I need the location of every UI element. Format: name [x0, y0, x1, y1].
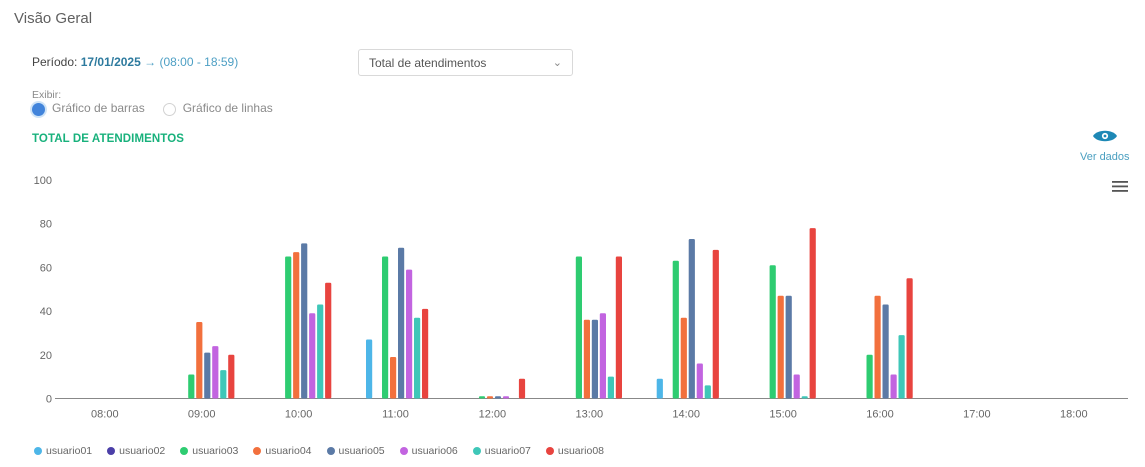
svg-text:10:00: 10:00 — [285, 409, 313, 421]
svg-text:08:00: 08:00 — [91, 409, 119, 421]
svg-text:13:00: 13:00 — [576, 409, 604, 421]
svg-text:17:00: 17:00 — [963, 409, 991, 421]
svg-text:18:00: 18:00 — [1060, 409, 1088, 421]
svg-text:60: 60 — [40, 262, 52, 274]
svg-text:14:00: 14:00 — [672, 409, 700, 421]
svg-text:0: 0 — [46, 394, 52, 406]
svg-text:100: 100 — [34, 175, 52, 187]
svg-text:09:00: 09:00 — [188, 409, 216, 421]
svg-text:80: 80 — [40, 219, 52, 231]
svg-text:12:00: 12:00 — [479, 409, 507, 421]
svg-text:20: 20 — [40, 350, 52, 362]
svg-text:11:00: 11:00 — [382, 409, 409, 421]
svg-text:40: 40 — [40, 306, 52, 318]
svg-text:16:00: 16:00 — [866, 409, 894, 421]
svg-text:15:00: 15:00 — [769, 409, 797, 421]
